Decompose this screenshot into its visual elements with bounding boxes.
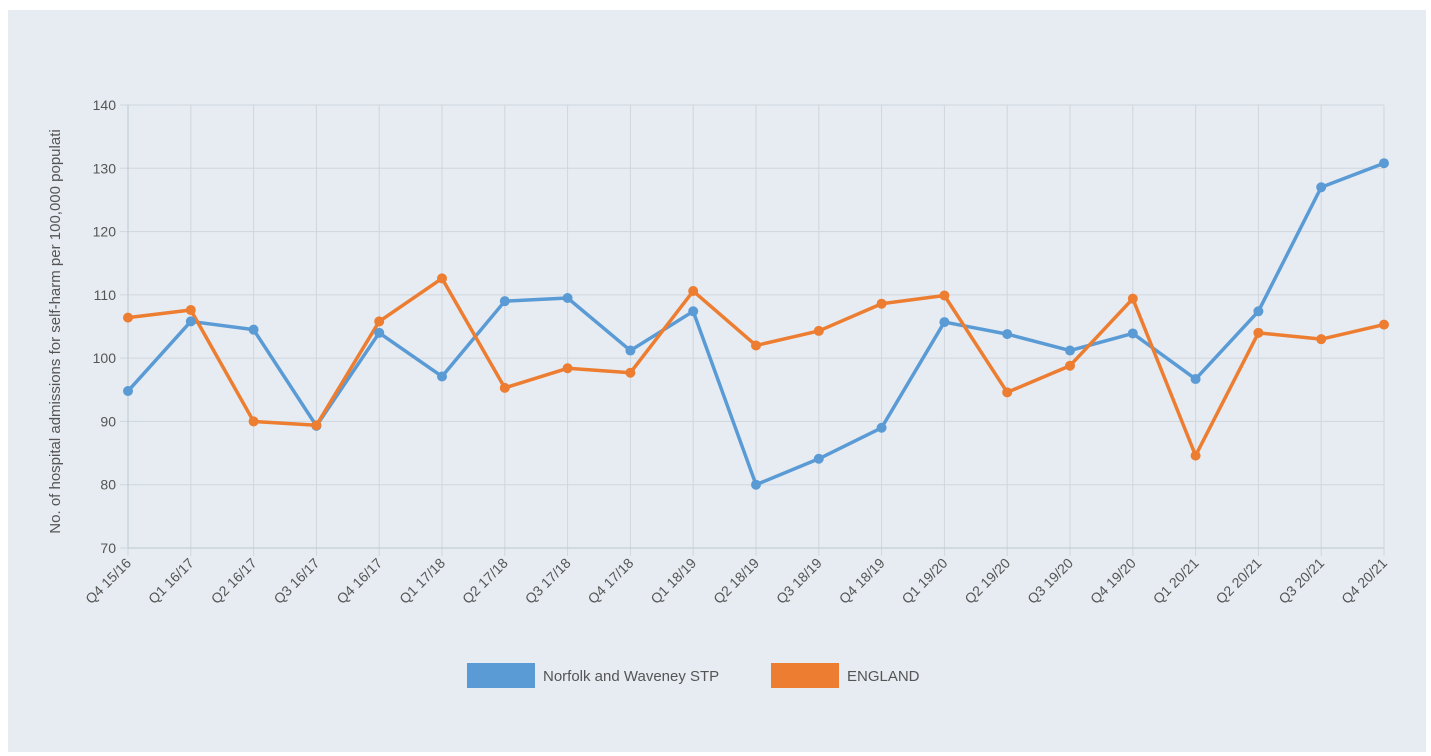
grid xyxy=(120,104,1385,556)
legend[interactable]: Norfolk and Waveney STP ENGLAND xyxy=(467,663,920,688)
legend-label: ENGLAND xyxy=(847,668,920,685)
data-point[interactable] xyxy=(751,479,761,490)
x-tick-label: Q1 19/20 xyxy=(898,555,950,607)
data-point[interactable] xyxy=(751,340,761,351)
y-tick-label: 100 xyxy=(93,350,117,366)
data-point[interactable] xyxy=(813,453,824,464)
x-tick-label: Q4 15/16 xyxy=(82,555,134,607)
legend-label: Norfolk and Waveney STP xyxy=(543,668,719,685)
data-point[interactable] xyxy=(1316,334,1327,345)
data-point[interactable] xyxy=(1379,319,1389,330)
data-point[interactable] xyxy=(437,371,447,382)
y-tick-label: 110 xyxy=(94,287,117,303)
y-tick-label: 70 xyxy=(100,540,116,556)
x-tick-label: Q3 20/21 xyxy=(1275,555,1327,607)
x-tick-label: Q2 20/21 xyxy=(1212,555,1264,607)
data-point[interactable] xyxy=(1379,158,1389,169)
data-point[interactable] xyxy=(1190,374,1201,385)
data-point[interactable] xyxy=(1190,450,1201,461)
x-tick-label: Q2 17/18 xyxy=(459,555,511,607)
x-tick-label: Q4 17/18 xyxy=(584,555,636,607)
data-point[interactable] xyxy=(123,312,133,323)
data-point[interactable] xyxy=(185,316,196,327)
data-point[interactable] xyxy=(562,363,573,374)
legend-item[interactable]: Norfolk and Waveney STP xyxy=(467,663,719,688)
data-point[interactable] xyxy=(1316,182,1327,193)
y-tick-label: 130 xyxy=(93,160,117,176)
y-tick-label: 120 xyxy=(93,224,117,240)
data-point[interactable] xyxy=(185,305,196,316)
x-tick-label: Q1 16/17 xyxy=(145,555,197,607)
x-tick-label: Q3 16/17 xyxy=(270,555,322,607)
y-tick-label: 90 xyxy=(100,413,116,429)
data-point[interactable] xyxy=(1065,360,1075,371)
data-point[interactable] xyxy=(939,317,950,328)
data-point[interactable] xyxy=(248,416,259,427)
data-point[interactable] xyxy=(1127,293,1138,304)
data-point[interactable] xyxy=(499,296,510,307)
data-point[interactable] xyxy=(374,327,385,338)
y-axis-title: No. of hospital admissions for self-harm… xyxy=(47,129,64,533)
data-point[interactable] xyxy=(1002,329,1013,340)
y-tick-label: 140 xyxy=(93,97,117,113)
data-point[interactable] xyxy=(1127,328,1138,339)
legend-item[interactable]: ENGLAND xyxy=(771,663,920,688)
data-point[interactable] xyxy=(437,273,447,284)
data-point[interactable] xyxy=(688,306,699,317)
x-tick-label: Q4 18/19 xyxy=(836,555,888,607)
y-tick-label: 80 xyxy=(100,477,116,493)
x-tick-label: Q2 18/19 xyxy=(710,555,762,607)
x-tick-label: Q1 20/21 xyxy=(1150,555,1202,607)
x-tick-label: Q3 17/18 xyxy=(522,555,574,607)
data-point[interactable] xyxy=(939,290,950,301)
data-point[interactable] xyxy=(688,286,699,297)
data-point[interactable] xyxy=(1002,387,1013,398)
x-tick-label: Q4 20/21 xyxy=(1338,555,1390,607)
data-point[interactable] xyxy=(374,316,385,327)
series xyxy=(123,158,1389,490)
x-tick-label: Q1 17/18 xyxy=(396,555,448,607)
data-point[interactable] xyxy=(813,325,824,336)
data-point[interactable] xyxy=(311,420,322,431)
data-point[interactable] xyxy=(876,422,887,433)
legend-swatch xyxy=(467,663,535,688)
x-tick-label: Q3 19/20 xyxy=(1024,555,1076,607)
data-point[interactable] xyxy=(876,298,887,309)
x-tick-label: Q2 19/20 xyxy=(961,555,1013,607)
data-point[interactable] xyxy=(1065,345,1075,356)
data-point[interactable] xyxy=(1253,306,1264,317)
data-point[interactable] xyxy=(499,382,510,393)
x-tick-label: Q3 18/19 xyxy=(773,555,825,607)
x-tick-label: Q2 16/17 xyxy=(208,555,260,607)
data-point[interactable] xyxy=(562,293,573,304)
data-point[interactable] xyxy=(248,324,259,335)
data-point[interactable] xyxy=(625,367,636,378)
data-point[interactable] xyxy=(1253,327,1264,338)
x-tick-label: Q4 19/20 xyxy=(1087,555,1139,607)
data-point[interactable] xyxy=(625,345,636,356)
legend-swatch xyxy=(771,663,839,688)
data-point[interactable] xyxy=(123,386,133,397)
x-tick-label: Q1 18/19 xyxy=(647,555,699,607)
x-tick-label: Q4 16/17 xyxy=(333,555,385,607)
